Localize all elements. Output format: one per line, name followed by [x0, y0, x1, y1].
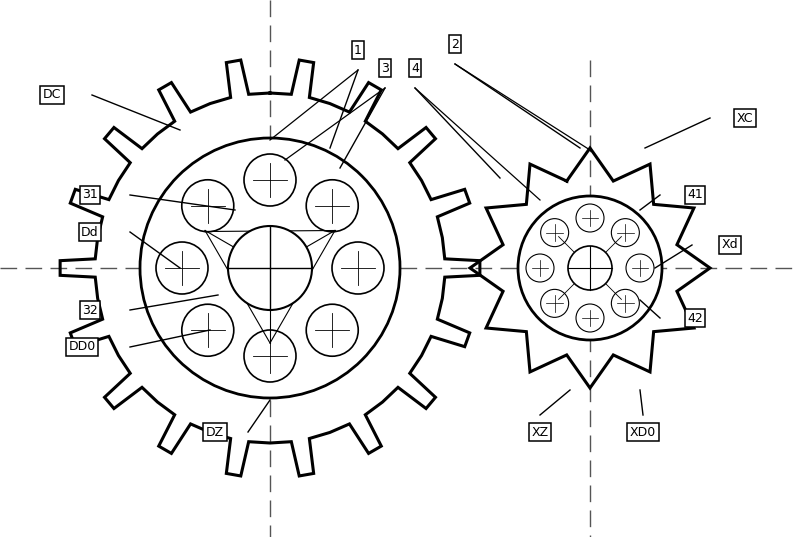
Text: 31: 31	[82, 188, 98, 201]
Text: DD0: DD0	[68, 340, 96, 353]
Circle shape	[140, 138, 400, 398]
Circle shape	[182, 304, 234, 356]
Circle shape	[306, 180, 358, 232]
Circle shape	[306, 304, 358, 356]
Text: XZ: XZ	[531, 425, 549, 439]
Text: 32: 32	[82, 303, 98, 316]
Circle shape	[576, 204, 604, 232]
Circle shape	[228, 226, 312, 310]
Text: DZ: DZ	[206, 425, 224, 439]
Text: Dd: Dd	[81, 226, 99, 238]
Circle shape	[244, 330, 296, 382]
Text: 2: 2	[451, 38, 459, 50]
Circle shape	[526, 254, 554, 282]
Text: 41: 41	[687, 188, 703, 201]
Circle shape	[182, 180, 234, 232]
Circle shape	[332, 242, 384, 294]
Circle shape	[568, 246, 612, 290]
Circle shape	[244, 154, 296, 206]
Circle shape	[626, 254, 654, 282]
Circle shape	[611, 289, 639, 317]
Circle shape	[541, 289, 569, 317]
Circle shape	[576, 304, 604, 332]
Text: XC: XC	[737, 112, 754, 125]
Text: 3: 3	[381, 62, 389, 75]
Circle shape	[156, 242, 208, 294]
Text: 1: 1	[354, 43, 362, 56]
Circle shape	[541, 219, 569, 246]
Text: XD0: XD0	[630, 425, 656, 439]
Text: Xd: Xd	[722, 238, 738, 251]
Text: DC: DC	[43, 89, 61, 101]
Circle shape	[611, 219, 639, 246]
Circle shape	[518, 196, 662, 340]
Text: 42: 42	[687, 311, 703, 324]
Text: 4: 4	[411, 62, 419, 75]
